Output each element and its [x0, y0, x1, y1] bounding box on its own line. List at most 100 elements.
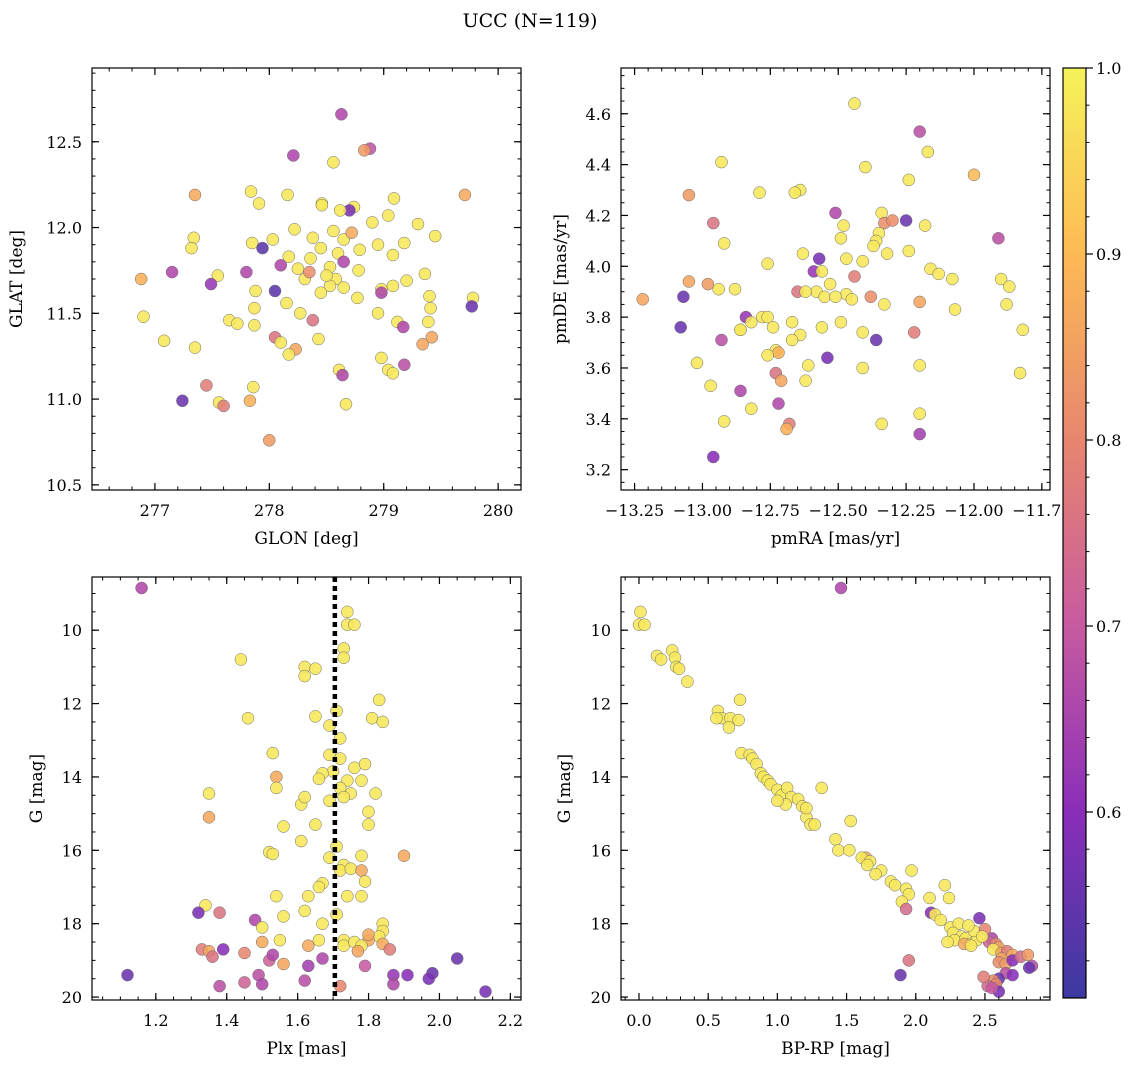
data-point [902, 954, 916, 967]
data-point [753, 186, 766, 199]
data-point [975, 930, 989, 943]
data-point [734, 323, 747, 337]
data-point [238, 976, 251, 989]
y-tick-label: 4.2 [586, 206, 611, 225]
data-point [973, 911, 986, 925]
data-point [240, 265, 253, 279]
data-point [266, 233, 280, 246]
data-point [710, 711, 723, 725]
data-point [422, 972, 436, 985]
data-point [358, 757, 372, 771]
y-tick-label: 4.0 [586, 257, 611, 276]
data-point [964, 939, 978, 952]
data-point [772, 346, 785, 359]
data-point [732, 713, 745, 727]
data-point [905, 864, 918, 877]
data-point [270, 770, 283, 784]
y-tick-label: 16 [591, 841, 611, 860]
data-point [245, 236, 259, 250]
data-point [312, 332, 325, 346]
y-tick-label: 10 [62, 621, 82, 640]
data-point [306, 313, 320, 327]
data-point [298, 669, 311, 683]
data-point [213, 906, 226, 919]
data-point [355, 849, 368, 863]
x-tick-label: −13.00 [673, 501, 732, 520]
x-axis-label: BP-RP [mag] [781, 1039, 890, 1059]
data-point [234, 653, 248, 666]
data-point [859, 160, 872, 174]
data-point [1003, 280, 1016, 293]
data-point [745, 315, 758, 329]
data-point [213, 979, 226, 993]
data-point [353, 243, 366, 257]
data-point [282, 348, 296, 361]
data-point [977, 970, 990, 984]
data-point [358, 144, 371, 157]
data-point [352, 264, 365, 277]
data-point [304, 252, 317, 265]
y-tick-label: 12 [62, 695, 82, 714]
data-point [992, 232, 1005, 245]
x-tick-label: −11.75 [1012, 501, 1071, 520]
x-axis-label: Plx [mas] [266, 1039, 346, 1059]
data-point [383, 943, 397, 956]
data-point [206, 950, 219, 963]
axis-ticks [621, 577, 1050, 1000]
data-point [715, 155, 728, 169]
data-point [274, 336, 288, 349]
data-point [834, 315, 848, 329]
data-point [281, 188, 294, 202]
colorbar: 0.6 0.7 0.8 0.9 1.0 [1062, 59, 1121, 999]
data-point [774, 374, 788, 387]
data-point [1006, 968, 1019, 982]
x-tick-label: 278 [254, 501, 285, 520]
data-point [829, 290, 842, 304]
scatter-points [632, 581, 1039, 998]
data-point [821, 351, 834, 365]
data-point [337, 281, 350, 294]
data-point [424, 301, 437, 315]
data-point [134, 272, 148, 286]
x-tick-label: 2.0 [427, 1011, 452, 1030]
data-point [396, 320, 410, 334]
y-axis-label: GLAT [deg] [7, 230, 27, 328]
data-point [869, 333, 883, 347]
x-tick-label: 2.2 [498, 1011, 523, 1030]
data-point [337, 233, 350, 246]
data-point [316, 917, 329, 930]
data-point [314, 286, 328, 299]
data-point [387, 192, 401, 205]
data-point [886, 214, 899, 227]
data-point [327, 156, 340, 169]
data-point [967, 168, 981, 182]
y-tick-label: 12 [591, 695, 611, 714]
data-point [856, 326, 869, 339]
data-point [339, 397, 353, 411]
data-point [796, 247, 810, 260]
scatter-points [121, 581, 492, 998]
data-point [1021, 948, 1035, 962]
data-point [834, 232, 848, 245]
data-point [788, 186, 802, 199]
y-tick-label: 14 [591, 768, 611, 787]
x-axis-label: GLON [deg] [254, 529, 358, 549]
x-tick-label: 1.6 [285, 1011, 310, 1030]
data-point [985, 981, 999, 995]
data-point [344, 862, 358, 875]
data-point [761, 310, 774, 324]
data-point [802, 359, 815, 372]
data-point [341, 605, 354, 619]
data-point [176, 394, 189, 408]
data-point [309, 818, 322, 831]
data-point [280, 296, 293, 310]
x-tick-label: −12.50 [809, 501, 868, 520]
data-point [690, 356, 704, 370]
y-tick-label: 11.0 [46, 390, 82, 409]
panel-cmd: 0.0 0.5 1.0 1.5 2.0 2.5 10 12 14 16 18 20 BP-RP [mag… [555, 576, 1051, 1059]
data-point [942, 891, 956, 905]
axis-ticks [92, 68, 522, 490]
data-point [255, 977, 269, 991]
data-point [287, 149, 300, 162]
panel-plx-g: 1.2 1.4 1.6 1.8 2.0 2.2 10 12 14 16 18 20 Plx [mas] G… [27, 576, 523, 1059]
